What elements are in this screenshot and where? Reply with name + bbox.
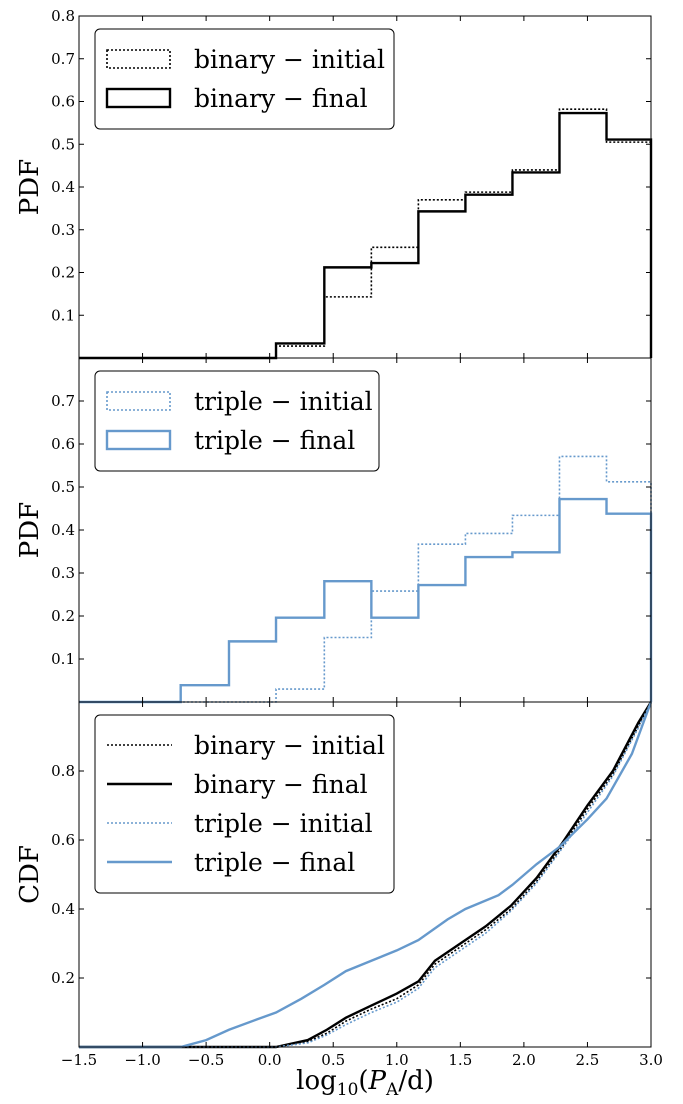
legend-label: triple − initial — [194, 387, 373, 416]
y-tick-label: 0.6 — [51, 93, 75, 111]
legend-label: binary − final — [194, 84, 368, 113]
legend-label: binary − initial — [194, 45, 385, 74]
legend-swatch — [106, 391, 171, 411]
y-tick-label: 0.6 — [51, 831, 75, 849]
x-tick-label: −1.0 — [124, 1051, 160, 1069]
y-tick-label: 0.1 — [51, 650, 75, 668]
y-axis-label: PDF — [15, 159, 45, 215]
y-tick-label: 0.2 — [51, 264, 75, 282]
legend-label: binary − initial — [194, 731, 385, 760]
y-tick-label: 0.8 — [51, 7, 75, 25]
x-tick-label: 2.5 — [576, 1051, 600, 1069]
panel-1: 0.1 0.2 0.3 0.4 0.5 0.6 0.7 0.8 PDF binary − init… — [15, 7, 653, 360]
legend-label: binary − final — [194, 770, 368, 799]
x-tick-label: −1.5 — [61, 1051, 97, 1069]
x-tick-label: −0.5 — [188, 1051, 224, 1069]
panel-2: 0.1 0.2 0.3 0.4 0.5 0.6 0.7 PDF triple − initial… — [15, 357, 653, 704]
x-tick-label: 3.0 — [639, 1051, 663, 1069]
y-tick-label: 0.5 — [51, 478, 75, 496]
legend-swatch — [105, 87, 172, 109]
legend: binary − initial binary − final — [94, 28, 395, 130]
legend-box — [94, 714, 395, 894]
panel-3: 0.2 0.4 0.6 0.8 −1.5 −1.0 −0.5 0.0 0.5 1.0 1.5 2.0 2… — [15, 701, 663, 1069]
series-line-2 — [79, 111, 653, 360]
series-line-2 — [79, 701, 653, 1049]
y-tick-label: 0.4 — [51, 900, 75, 918]
plot-frame — [78, 701, 652, 1048]
y-tick-label: 0.1 — [51, 306, 75, 324]
legend-box — [94, 28, 395, 130]
y-tick-label: 0.8 — [51, 762, 75, 780]
series-line-4 — [79, 701, 653, 1049]
legend-swatch — [106, 49, 171, 69]
legend: triple − initial triple − final — [94, 370, 380, 472]
x-axis-label: log10(PA/d) — [296, 1066, 434, 1100]
y-tick-label: 0.7 — [51, 392, 75, 410]
legend-label: triple − final — [194, 848, 355, 877]
y-tick-label: 0.3 — [51, 564, 75, 582]
legend-swatch — [105, 429, 172, 451]
y-tick-label: 0.4 — [51, 178, 75, 196]
series-line-1 — [79, 455, 652, 703]
y-tick-label: 0.6 — [51, 435, 75, 453]
y-tick-label: 0.4 — [51, 521, 75, 539]
legend-box — [94, 370, 380, 472]
legend-label: triple − initial — [194, 809, 373, 838]
y-tick-label: 0.3 — [51, 221, 75, 239]
series-line-1 — [79, 108, 652, 359]
x-tick-label: 2.0 — [512, 1051, 536, 1069]
y-tick-label: 0.5 — [51, 135, 75, 153]
x-tick-label: 1.5 — [448, 1051, 472, 1069]
series-line-2 — [79, 497, 653, 704]
y-tick-label: 0.2 — [51, 969, 75, 987]
x-tick-label: 0.0 — [258, 1051, 282, 1069]
x-tick-label: 1.0 — [385, 1051, 409, 1069]
y-axis-label: PDF — [15, 502, 45, 558]
legend-label: triple − final — [194, 426, 355, 455]
x-tick-label: 0.5 — [321, 1051, 345, 1069]
legend: binary − initial binary − final triple − i… — [94, 714, 395, 894]
y-tick-label: 0.2 — [51, 607, 75, 625]
y-axis-label: CDF — [15, 845, 45, 904]
y-tick-label: 0.7 — [51, 50, 75, 68]
